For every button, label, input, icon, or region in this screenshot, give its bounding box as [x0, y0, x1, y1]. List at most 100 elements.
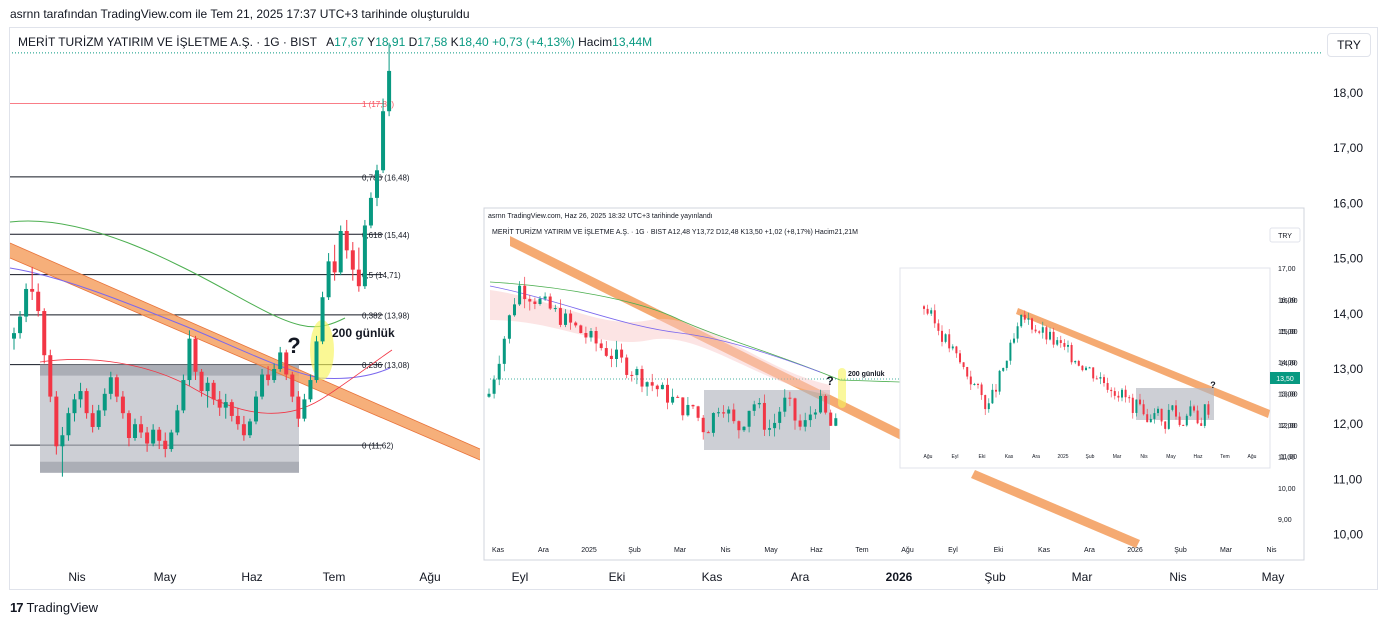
symbol-legend[interactable]: MERİT TURİZM YATIRIM VE İŞLETME A.Ş. · 1… — [18, 35, 652, 49]
inset-chart-2-candle — [1056, 337, 1059, 347]
price-candle — [90, 404, 95, 433]
inset-chart-2-candle — [923, 304, 925, 315]
candle-body — [296, 396, 301, 419]
inset-chart-1-candle — [609, 348, 613, 368]
inset-chart-2-y-tick: 13,00 — [1280, 392, 1298, 399]
inset-chart-2-x-tick: 2025 — [1057, 454, 1068, 460]
ma-blue-line — [9, 267, 391, 379]
inset-chart-1-candle-body — [523, 285, 527, 300]
price-candle — [223, 393, 228, 419]
candle-body — [320, 297, 325, 342]
inset-chart-2-candle — [1052, 327, 1055, 348]
inset-chart-2-candle-body — [1103, 377, 1105, 384]
inset-chart-1-candle-body — [727, 409, 731, 414]
inset-chart-2-candle — [1171, 405, 1174, 412]
inset-chart-2-candle — [1185, 413, 1188, 427]
inset-chart-2-candle — [984, 394, 987, 415]
price-candle — [175, 404, 180, 436]
y-axis-tick: 15,00 — [1333, 252, 1363, 266]
x-axis-tick: Mar — [1072, 570, 1093, 584]
price-candle — [120, 391, 125, 419]
candle-body — [235, 415, 240, 425]
inset-chart-1-candle-body — [768, 428, 771, 430]
inset-chart-2-candle — [1124, 385, 1127, 403]
inset-chart-2-candle-body — [1088, 367, 1091, 369]
inset-chart-2-candle — [1088, 366, 1091, 369]
inset-chart-2-candle-body — [1128, 397, 1131, 399]
inset-chart-1-candle — [533, 297, 537, 310]
price-candle — [254, 391, 258, 425]
inset-chart-2-candle — [951, 344, 954, 351]
candle-body — [66, 413, 71, 436]
inset-chart-2-candle-body — [1207, 404, 1210, 415]
inset-chart-1-candle-body — [553, 308, 557, 310]
inset-chart-1-candle — [824, 394, 828, 415]
inset-chart-1-candle — [757, 397, 761, 409]
inset-chart-1-candle — [691, 404, 695, 409]
inset-chart-2-candle-body — [962, 362, 965, 368]
inset-chart-1-x-tick: Nis — [1266, 547, 1277, 554]
inset-chart-1-candle-body — [513, 304, 516, 316]
candle-body — [169, 432, 174, 450]
inset-chart-1-candle-body — [564, 313, 567, 325]
inset-chart-2-candle — [980, 382, 983, 400]
candle-body — [362, 225, 367, 287]
x-axis-tick: Ara — [791, 570, 810, 584]
price-candle — [326, 253, 331, 300]
inset-chart-1-candle — [584, 326, 588, 344]
inset-chart-2-candle-body — [1171, 405, 1174, 410]
price-candle — [235, 407, 240, 430]
candle-body — [199, 371, 204, 392]
inset-chart-2-candle — [944, 333, 947, 344]
inset-chart-1-candle — [813, 408, 817, 419]
candle-body — [266, 374, 271, 381]
inset-chart-2-candle — [977, 382, 979, 389]
inset-chart-1-candle — [518, 281, 522, 307]
inset-chart-2-question-mark: ? — [1210, 380, 1216, 390]
inset-chart-1-y-tick: 9,00 — [1278, 517, 1292, 524]
inset-chart-1-candle-body — [752, 404, 756, 411]
inset-chart-1-candle — [834, 413, 838, 427]
inset-chart-2-candle — [1121, 387, 1123, 402]
y-axis-tick: 18,00 — [1333, 86, 1363, 100]
inset-chart-1-candle-body — [609, 355, 613, 359]
inset-chart-2-candle — [1023, 310, 1026, 323]
inset-chart-1-candle — [543, 292, 547, 301]
inset-chart-1-candle — [701, 415, 705, 440]
candle-body — [18, 316, 23, 334]
inset-chart-1-candle-body — [803, 420, 807, 427]
change-value: +0,73 (+4,13%) — [492, 35, 575, 49]
chart-frame[interactable] — [9, 27, 1378, 590]
inset-chart-2-candle — [1131, 393, 1134, 419]
price-candle — [302, 393, 307, 422]
candle-body — [254, 396, 258, 422]
tradingview-brand-text: TradingView — [26, 600, 99, 615]
ma200-annotation: 200 günlük — [332, 326, 395, 340]
x-axis-tick: Nis — [68, 570, 85, 584]
inset-chart-1-candle — [599, 339, 603, 351]
price-candle — [260, 369, 265, 400]
price-candle — [199, 369, 204, 397]
inset-chart-2-candle — [1110, 387, 1113, 398]
inset-chart-2-candle — [1135, 399, 1138, 417]
candle-body — [278, 352, 283, 369]
inset-chart-1-candle-body — [732, 409, 736, 422]
candle-body — [151, 429, 156, 444]
inset-chart-1-y-tick: 15,00 — [1278, 329, 1296, 336]
inset-chart-2-last-price-text: 13,50 — [1276, 376, 1294, 383]
candle-body — [54, 396, 59, 447]
inset-chart-1-candle-body — [798, 420, 802, 427]
inset-chart-2-candle-body — [933, 310, 936, 324]
candle-body — [260, 374, 265, 397]
price-candle — [66, 407, 71, 441]
inset-chart-2-candle-body — [1182, 424, 1185, 426]
inset-chart-2-candle — [1207, 401, 1210, 419]
currency-button[interactable]: TRY — [1327, 33, 1371, 57]
inset-chart-1-candle-body — [742, 426, 746, 431]
inset-chart-1-candle — [640, 365, 644, 393]
inset-chart-2-candle-body — [1070, 344, 1073, 363]
inset-chart-2-candle — [941, 325, 943, 347]
candle-body — [120, 396, 125, 414]
price-candle — [217, 391, 222, 416]
